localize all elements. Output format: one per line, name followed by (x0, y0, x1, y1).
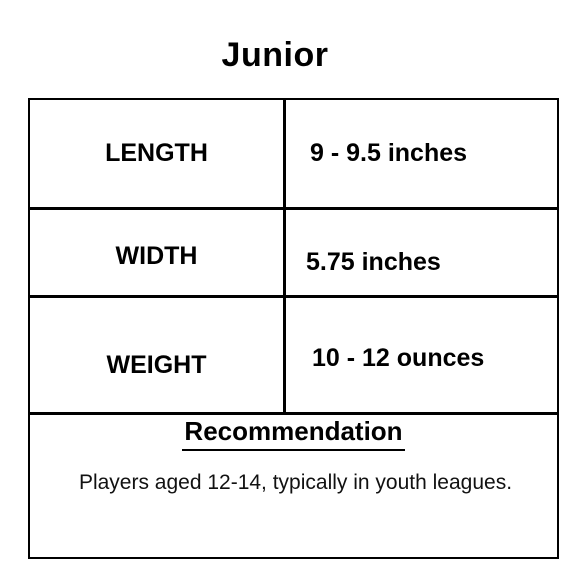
recommendation-heading-text: Recommendation (182, 416, 405, 451)
spec-value-length: 9 - 9.5 inches (310, 139, 468, 167)
recommendation-heading: Recommendation (30, 416, 557, 451)
row-divider (30, 207, 557, 210)
row-divider (30, 412, 557, 415)
page-title: Junior (221, 36, 329, 74)
spec-value-weight: 10 - 12 ounces (312, 344, 485, 372)
spec-table: LENGTH 9 - 9.5 inches WIDTH 5.75 inches … (28, 98, 559, 559)
column-divider (283, 100, 286, 414)
spec-label-width: WIDTH (115, 242, 198, 270)
spec-value-width: 5.75 inches (306, 248, 441, 276)
spec-label-length: LENGTH (105, 139, 208, 167)
row-divider (30, 295, 557, 298)
spec-label-weight: WEIGHT (106, 351, 207, 379)
recommendation-text: Players aged 12-14, typically in youth l… (78, 471, 513, 494)
